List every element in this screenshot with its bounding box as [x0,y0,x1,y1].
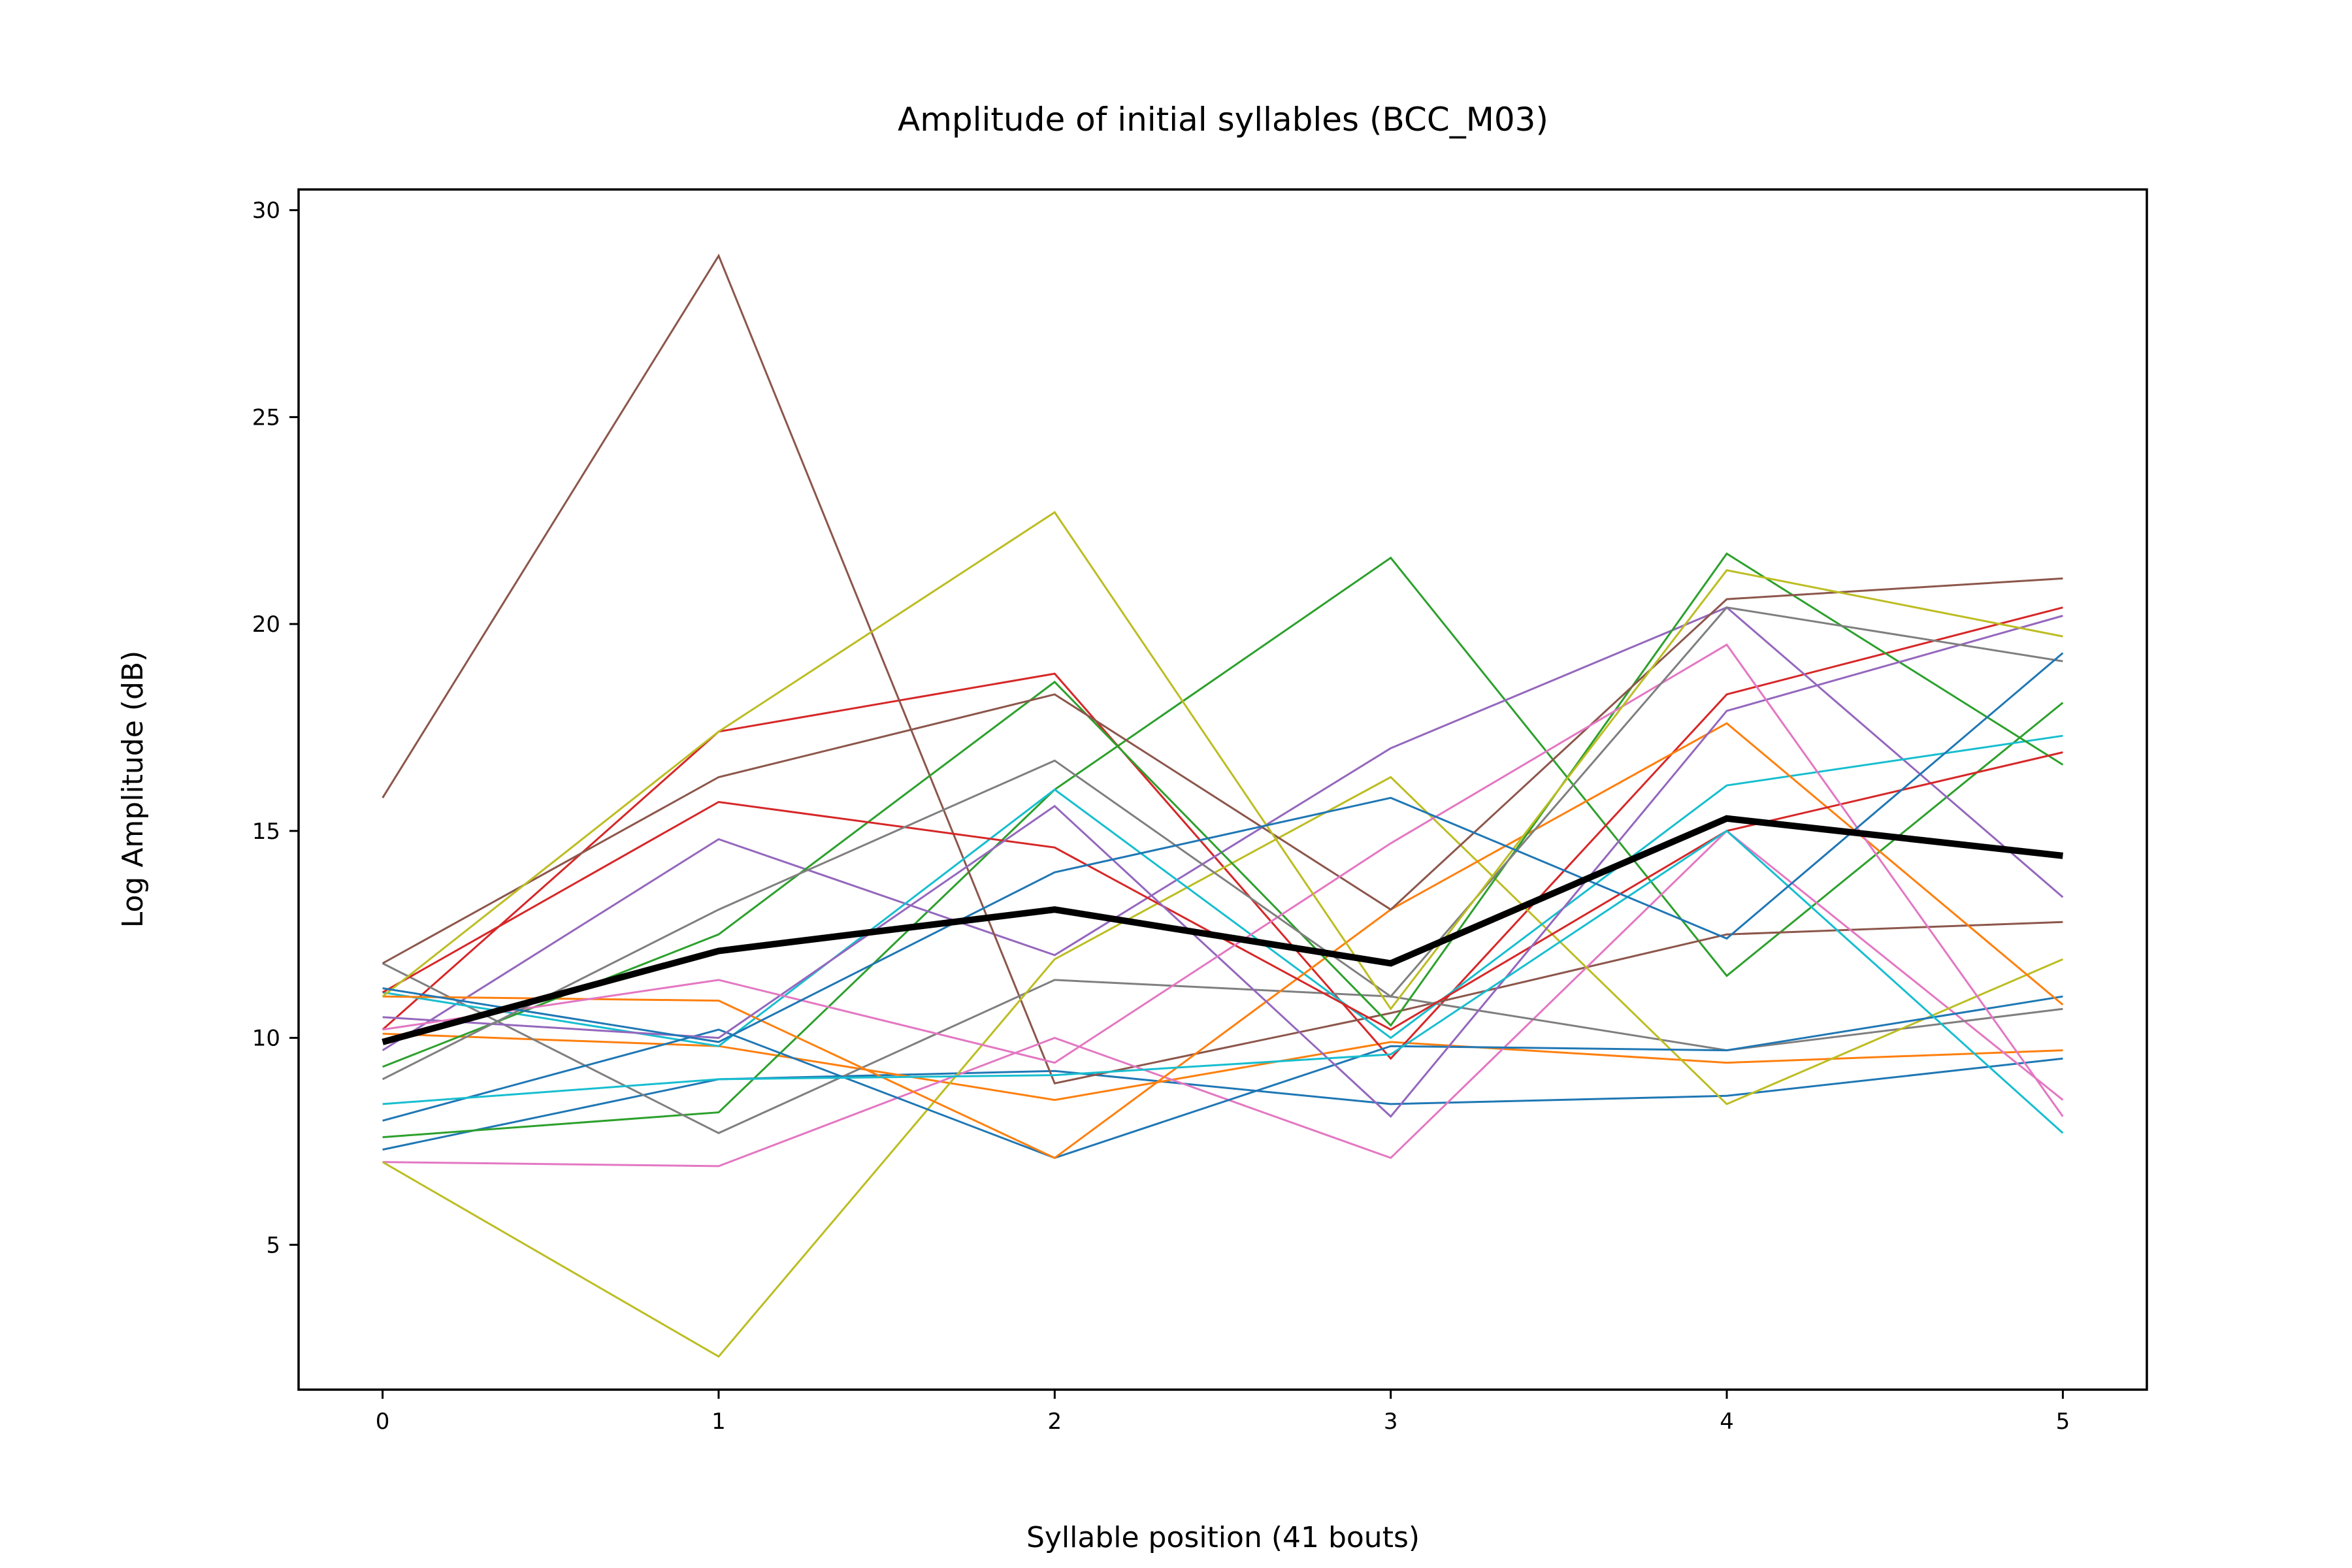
series-line-4 [382,606,2063,1060]
series-line-13 [382,552,2064,1068]
y-tick-label: 10 [252,1026,280,1052]
y-tick-label: 25 [252,404,280,431]
x-tick-label: 2 [1047,1409,1062,1435]
series-line-20 [382,829,2064,1134]
x-tick-label: 0 [376,1409,390,1435]
x-tick-label: 1 [711,1409,726,1435]
series-line-6 [382,253,2063,1085]
x-axis-label: Syllable position (41 bouts) [1026,1521,1420,1554]
y-tick-label: 15 [252,819,280,845]
series-line-15 [382,615,2063,1119]
series-line-19 [382,511,2063,1011]
chart-title: Amplitude of initial syllables (BCC_M03) [898,101,1548,139]
series-line-9 [382,776,2063,1358]
x-axis: 0 1 2 3 4 5 [376,1390,2070,1435]
series-line-16 [382,577,2063,964]
y-axis-label: Log Amplitude (dB) [116,651,150,928]
series-line-11 [382,995,2063,1159]
y-tick-label: 20 [252,612,280,638]
series-line-3 [382,556,2064,1139]
series-line-8 [382,962,2063,1134]
series-line-10 [382,734,2063,1047]
series-line-21 [382,652,2064,1043]
mean-line [382,815,2063,1045]
series-line-5 [382,606,2064,1051]
series-line-7 [382,829,2064,1168]
x-tick-label: 5 [2056,1409,2070,1435]
y-axis: 5 10 15 20 25 30 [252,198,299,1258]
series-line-12 [382,722,2064,1160]
x-tick-label: 4 [1720,1409,1734,1435]
plot-frame [297,188,2148,1391]
y-tick-label: 30 [252,198,280,224]
mean-line-group [382,815,2063,1045]
y-tick-label: 5 [266,1232,280,1258]
series-line-17 [382,643,2064,1117]
series-line-1 [382,1057,2063,1151]
series-line-18 [382,606,2063,1081]
series-lines [382,253,2064,1358]
x-tick-label: 3 [1384,1409,1398,1435]
